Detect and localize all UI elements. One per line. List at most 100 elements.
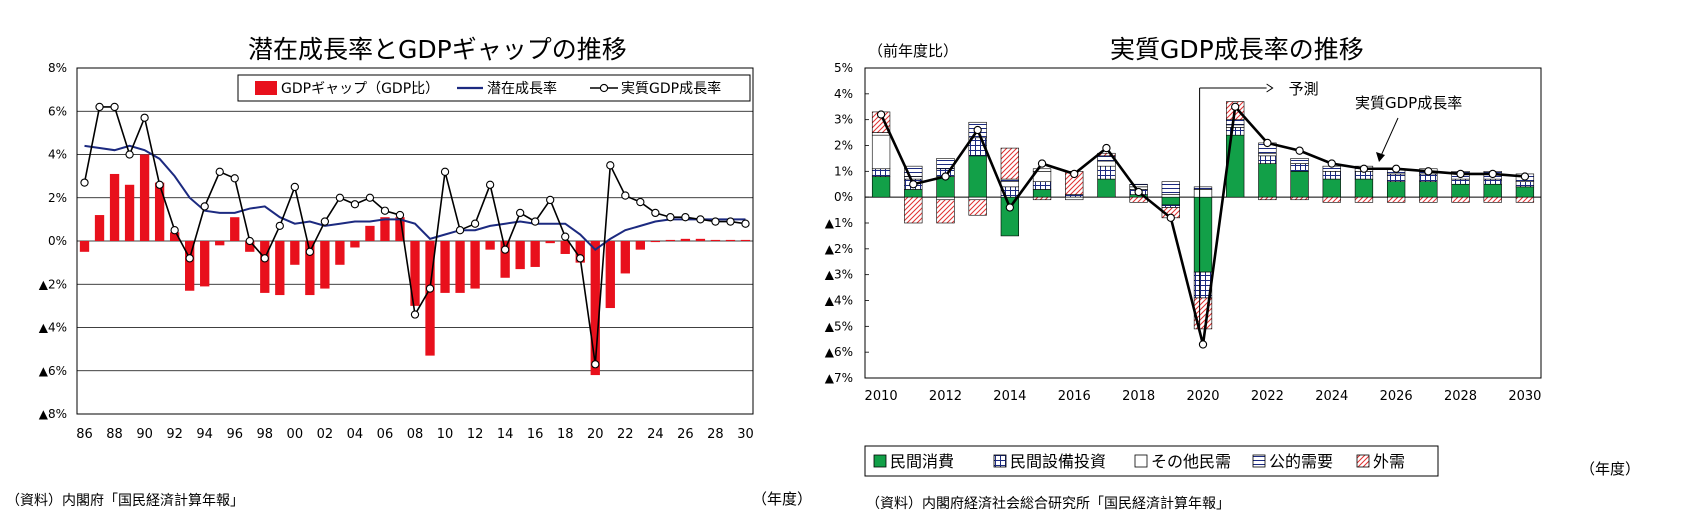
other-demand-bar bbox=[1226, 124, 1245, 128]
gap-bar bbox=[245, 241, 255, 252]
external-demand-bar bbox=[1322, 196, 1341, 203]
x-tick-label: 92 bbox=[166, 427, 183, 442]
gap-bar bbox=[425, 241, 435, 356]
external-demand-bar bbox=[936, 199, 955, 224]
x-tick-label: 04 bbox=[347, 427, 364, 442]
x-tick-label: 2010 bbox=[865, 389, 898, 404]
public-demand-bar bbox=[1290, 158, 1309, 164]
x-tick-label: 98 bbox=[257, 427, 274, 442]
x-tick-label: 18 bbox=[557, 427, 574, 442]
gap-bar bbox=[200, 241, 210, 287]
consumption-bar bbox=[1322, 178, 1341, 198]
real-growth-point bbox=[140, 113, 149, 122]
real-growth-point bbox=[681, 213, 690, 222]
gap-bar bbox=[94, 215, 105, 241]
external-demand-bar bbox=[968, 199, 987, 216]
x-tick-label: 2022 bbox=[1251, 389, 1284, 404]
gap-bar bbox=[305, 241, 315, 296]
real-growth-point bbox=[470, 219, 480, 228]
real-growth-point bbox=[516, 208, 525, 218]
x-tick-label: 22 bbox=[617, 427, 634, 442]
gap-bar bbox=[185, 241, 195, 291]
y-tick-label: ▲6% bbox=[825, 345, 853, 359]
investment-bar bbox=[871, 168, 891, 177]
other-demand-bar bbox=[1000, 181, 1020, 188]
public-demand-bar bbox=[904, 165, 923, 177]
gap-bar bbox=[590, 241, 600, 376]
gap-bar bbox=[215, 241, 225, 246]
other-demand-bar bbox=[1193, 189, 1213, 198]
y-tick-label: 2% bbox=[834, 139, 853, 153]
left-source: （資料）内閣府「国民経済計算年報」 bbox=[6, 493, 244, 509]
real-growth-point bbox=[561, 232, 570, 241]
left-x-unit: （年度） bbox=[752, 490, 813, 508]
y-tick-label: 4% bbox=[834, 87, 853, 101]
real-growth-point bbox=[696, 215, 705, 224]
gap-bar bbox=[320, 241, 330, 289]
legend-other-demand-label: その他民需 bbox=[1151, 452, 1231, 471]
gap-bar bbox=[470, 241, 480, 289]
public-demand-bar bbox=[1129, 183, 1148, 188]
real-growth-point bbox=[1391, 164, 1401, 173]
x-tick-label: 08 bbox=[407, 427, 424, 442]
consumption-bar bbox=[871, 176, 891, 198]
y-tick-label: 6% bbox=[48, 104, 67, 118]
real-growth-point bbox=[440, 167, 450, 176]
legend-real-marker bbox=[599, 83, 609, 93]
gap-bar bbox=[124, 184, 135, 241]
y-tick-label: 2% bbox=[48, 191, 67, 205]
consumption-bar bbox=[1354, 178, 1374, 198]
gap-bar bbox=[79, 241, 90, 252]
potential-growth-line bbox=[84, 144, 746, 251]
legend-gap-label: GDPギャップ（GDP比） bbox=[281, 81, 439, 97]
consumption-bar bbox=[1290, 171, 1309, 198]
x-tick-label: 14 bbox=[497, 427, 514, 442]
consumption-bar bbox=[1515, 186, 1535, 198]
real-growth-point bbox=[636, 197, 645, 207]
gap-bar bbox=[725, 239, 736, 241]
investment-bar bbox=[1322, 171, 1341, 180]
real-growth-point bbox=[215, 167, 224, 176]
legend-public-demand-swatch bbox=[1252, 454, 1266, 468]
real-growth-point bbox=[410, 310, 420, 319]
consumption-bar bbox=[1000, 196, 1020, 237]
other-demand-bar bbox=[1065, 196, 1084, 201]
left-chart-svg: 8% 6% 4% 2% 0% ▲2% ▲4% ▲6% ▲8% 86 88 90 92 94 96 98 00 02… bbox=[39, 61, 754, 442]
real-growth-point bbox=[1520, 172, 1530, 181]
public-demand-bar bbox=[1000, 178, 1020, 182]
x-tick-label: 2020 bbox=[1186, 389, 1219, 404]
real-growth-point bbox=[350, 200, 360, 209]
legend-box bbox=[864, 445, 1439, 477]
y-tick-label: 1% bbox=[834, 164, 853, 178]
other-demand-bar bbox=[871, 134, 891, 170]
investment-bar bbox=[1226, 127, 1245, 136]
external-demand-bar bbox=[1483, 196, 1502, 203]
y-tick-label: ▲8% bbox=[39, 407, 67, 421]
external-demand-bar bbox=[904, 196, 923, 224]
y-tick-label: ▲5% bbox=[825, 319, 853, 333]
real-growth-point bbox=[576, 254, 585, 263]
gap-bar bbox=[290, 241, 300, 265]
x-tick-label: 2026 bbox=[1380, 389, 1413, 404]
real-growth-point bbox=[1488, 169, 1497, 179]
x-tick-label: 06 bbox=[377, 427, 394, 442]
x-tick-label: 20 bbox=[587, 427, 604, 442]
real-growth-point bbox=[621, 191, 630, 200]
y-tick-label: ▲7% bbox=[825, 371, 853, 385]
real-growth-point bbox=[395, 210, 405, 220]
left-chart-panel: 潜在成長率とGDPギャップの推移 8% 6% 4% 2% 0% ▲2% ▲4% ▲6% ▲8% 8… bbox=[0, 0, 830, 532]
x-tick-label: 10 bbox=[437, 427, 454, 442]
x-tick-label: 90 bbox=[136, 427, 153, 442]
consumption-bar bbox=[968, 155, 987, 198]
real-growth-point bbox=[230, 174, 239, 183]
consumption-bar bbox=[1483, 183, 1502, 198]
legend-external-demand-label: 外需 bbox=[1373, 452, 1405, 471]
y-tick-label: ▲2% bbox=[825, 242, 853, 256]
consumption-bar bbox=[1032, 189, 1052, 198]
external-demand-bar bbox=[1515, 196, 1535, 203]
investment-bar bbox=[1258, 155, 1277, 164]
other-demand-bar bbox=[1258, 152, 1277, 157]
real-growth-point bbox=[726, 217, 735, 226]
real-growth-point bbox=[500, 245, 510, 254]
x-tick-label: 2016 bbox=[1058, 389, 1091, 404]
